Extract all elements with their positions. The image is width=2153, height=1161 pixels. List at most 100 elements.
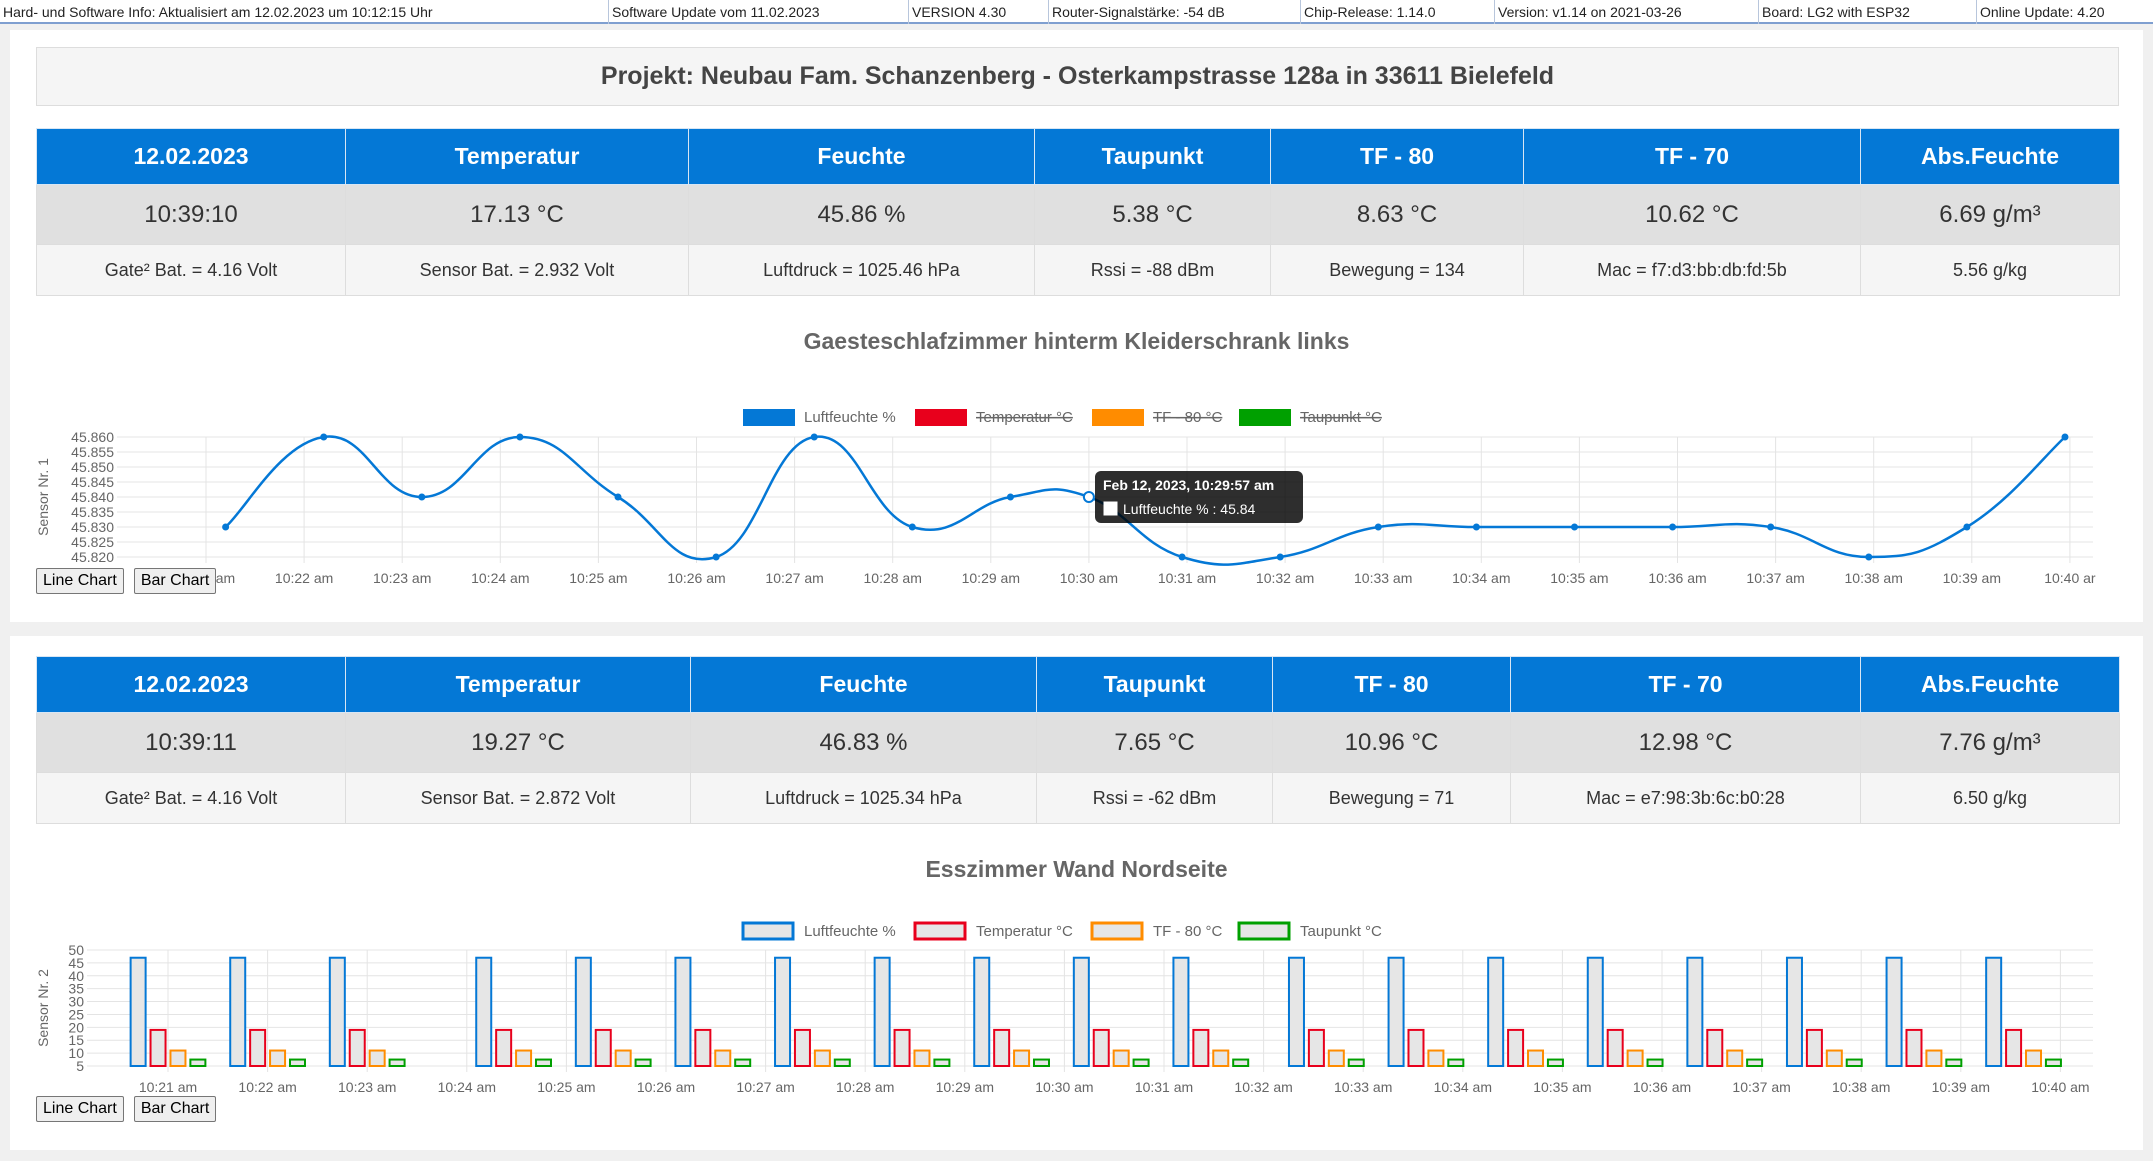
bar-taupunkt <box>833 1058 851 1068</box>
bar-tf <box>1626 1049 1644 1068</box>
info-hardware-software: Hard- und Software Info: Aktualisiert am… <box>3 4 433 20</box>
y-axis-label: Sensor Nr. 2 <box>35 969 51 1047</box>
bar-luftfeuchte <box>873 956 891 1068</box>
bar-temperatur <box>594 1028 612 1068</box>
data-point <box>1570 523 1578 531</box>
value-tf70: 12.98 °C <box>1510 712 1861 773</box>
data-point <box>1006 493 1014 501</box>
bar-tf <box>269 1049 287 1068</box>
y-tick-label: 45.860 <box>71 429 114 445</box>
bar-luftfeuchte <box>229 956 247 1068</box>
bar-luftfeuchte <box>328 956 346 1068</box>
header-date: 12.02.2023 <box>36 656 346 713</box>
bar-taupunkt <box>1546 1058 1564 1068</box>
line-chart-button[interactable]: Line Chart <box>36 1096 124 1122</box>
legend-swatch <box>1237 921 1291 941</box>
y-tick-label: 25 <box>68 1006 84 1022</box>
bar-luftfeuchte <box>1287 956 1305 1068</box>
bar-luftfeuchte <box>1586 956 1604 1068</box>
bar-luftfeuchte <box>1387 956 1405 1068</box>
x-tick-label: 10:38 am <box>1832 1079 1890 1095</box>
data-point <box>418 493 426 501</box>
bar-luftfeuchte <box>129 956 147 1068</box>
bar-taupunkt <box>1447 1058 1465 1068</box>
bar-temperatur <box>1192 1028 1210 1068</box>
value-time: 10:39:11 <box>36 712 346 773</box>
bar-chart-sensor-2[interactable]: Luftfeuchte % Temperatur °C TF - 80 °C Taup… <box>10 894 2143 1124</box>
x-tick-label: 10:23 am <box>338 1079 396 1095</box>
x-tick-label: 10:24 am <box>438 1079 496 1095</box>
bar-chart-button[interactable]: Bar Chart <box>133 1096 217 1122</box>
bar-tf <box>1527 1049 1545 1068</box>
x-tick-label: 10:26 am <box>637 1079 695 1095</box>
sensor-panel-1: Projekt: Neubau Fam. Schanzenberg - Oste… <box>10 30 2143 622</box>
bar-tf <box>1212 1049 1230 1068</box>
value-abs-feuchte: 6.69 g/m³ <box>1860 184 2120 245</box>
x-tick-label: 10:21 am <box>139 1079 197 1095</box>
bar-tf <box>1726 1049 1744 1068</box>
x-tick-label: 10:22 am <box>275 570 333 586</box>
legend-label: Temperatur °C <box>976 923 1073 940</box>
bar-tf <box>368 1049 386 1068</box>
value-feuchte: 46.83 % <box>690 712 1037 773</box>
bar-temperatur <box>249 1028 267 1068</box>
bar-luftfeuchte <box>1885 956 1903 1068</box>
data-point <box>2061 433 2069 441</box>
x-tick-label: 10:40 am <box>2031 1079 2089 1095</box>
y-tick-label: 45.855 <box>71 444 114 460</box>
legend-label: Luftfeuchte % <box>804 409 896 426</box>
line-chart-sensor-1[interactable]: Luftfeuchte % Temperatur °C TF - 80 °C Taup… <box>10 365 2143 595</box>
x-tick-label: 10:40 ar <box>2044 570 2096 586</box>
info-bewegung: Bewegung = 71 <box>1272 772 1511 824</box>
bar-taupunkt <box>1945 1058 1963 1068</box>
info-software-update: Software Update vom 11.02.2023 <box>608 0 908 24</box>
bar-tf <box>1112 1049 1130 1068</box>
tooltip-swatch <box>1103 501 1118 516</box>
x-tick-label: 10:26 am <box>667 570 725 586</box>
value-taupunkt: 5.38 °C <box>1034 184 1271 245</box>
x-tick-label: 10:31 am <box>1135 1079 1193 1095</box>
x-tick-label: 10:33 am <box>1334 1079 1392 1095</box>
bar-temperatur <box>1507 1028 1525 1068</box>
header-temperatur: Temperatur <box>345 128 689 185</box>
bar-tf <box>1825 1049 1843 1068</box>
bar-taupunkt <box>1032 1058 1050 1068</box>
header-taupunkt: Taupunkt <box>1034 128 1271 185</box>
info-gate-battery: Gate² Bat. = 4.16 Volt <box>36 772 346 824</box>
tooltip-box <box>1095 471 1303 523</box>
bar-tf <box>1013 1049 1031 1068</box>
bar-taupunkt <box>1232 1058 1250 1068</box>
info-sensor-battery: Sensor Bat. = 2.932 Volt <box>345 244 689 296</box>
header-taupunkt: Taupunkt <box>1036 656 1273 713</box>
line-chart-button[interactable]: Line Chart <box>36 568 124 594</box>
sensor-2-table: 12.02.2023 Temperatur Feuchte Taupunkt T… <box>36 656 2120 824</box>
y-tick-label: 45.850 <box>71 459 114 475</box>
bar-taupunkt <box>288 1058 306 1068</box>
y-tick-label: 35 <box>68 981 84 997</box>
data-point <box>1276 553 1284 561</box>
x-tick-label: 10:39 am <box>1943 570 2001 586</box>
x-tick-label: 10:35 am <box>1550 570 1608 586</box>
tooltip-title: Feb 12, 2023, 10:29:57 am <box>1103 477 1274 493</box>
x-tick-label: 10:27 am <box>765 570 823 586</box>
data-point <box>1865 553 1873 561</box>
x-tick-label: 10:24 am <box>471 570 529 586</box>
bar-tf <box>169 1049 187 1068</box>
info-firmware-version: Version: v1.14 on 2021-03-26 <box>1494 0 1758 24</box>
y-tick-label: 15 <box>68 1032 84 1048</box>
x-tick-label: 10:36 am <box>1633 1079 1691 1095</box>
data-point <box>1963 523 1971 531</box>
bar-tf <box>913 1049 931 1068</box>
bar-temperatur <box>2005 1028 2023 1068</box>
x-tick-label: 10:28 am <box>864 570 922 586</box>
y-tick-label: 5 <box>76 1058 84 1074</box>
sensor-1-table: 12.02.2023 Temperatur Feuchte Taupunkt T… <box>36 128 2120 296</box>
x-tick-label: 10:36 am <box>1648 570 1706 586</box>
legend-label: Taupunkt °C <box>1300 409 1382 426</box>
bar-chart-button[interactable]: Bar Chart <box>133 568 217 594</box>
legend-label: TF - 80 °C <box>1153 923 1223 940</box>
y-tick-label: 45.830 <box>71 519 114 535</box>
bar-luftfeuchte <box>1686 956 1704 1068</box>
bar-taupunkt <box>1132 1058 1150 1068</box>
data-point <box>810 433 818 441</box>
